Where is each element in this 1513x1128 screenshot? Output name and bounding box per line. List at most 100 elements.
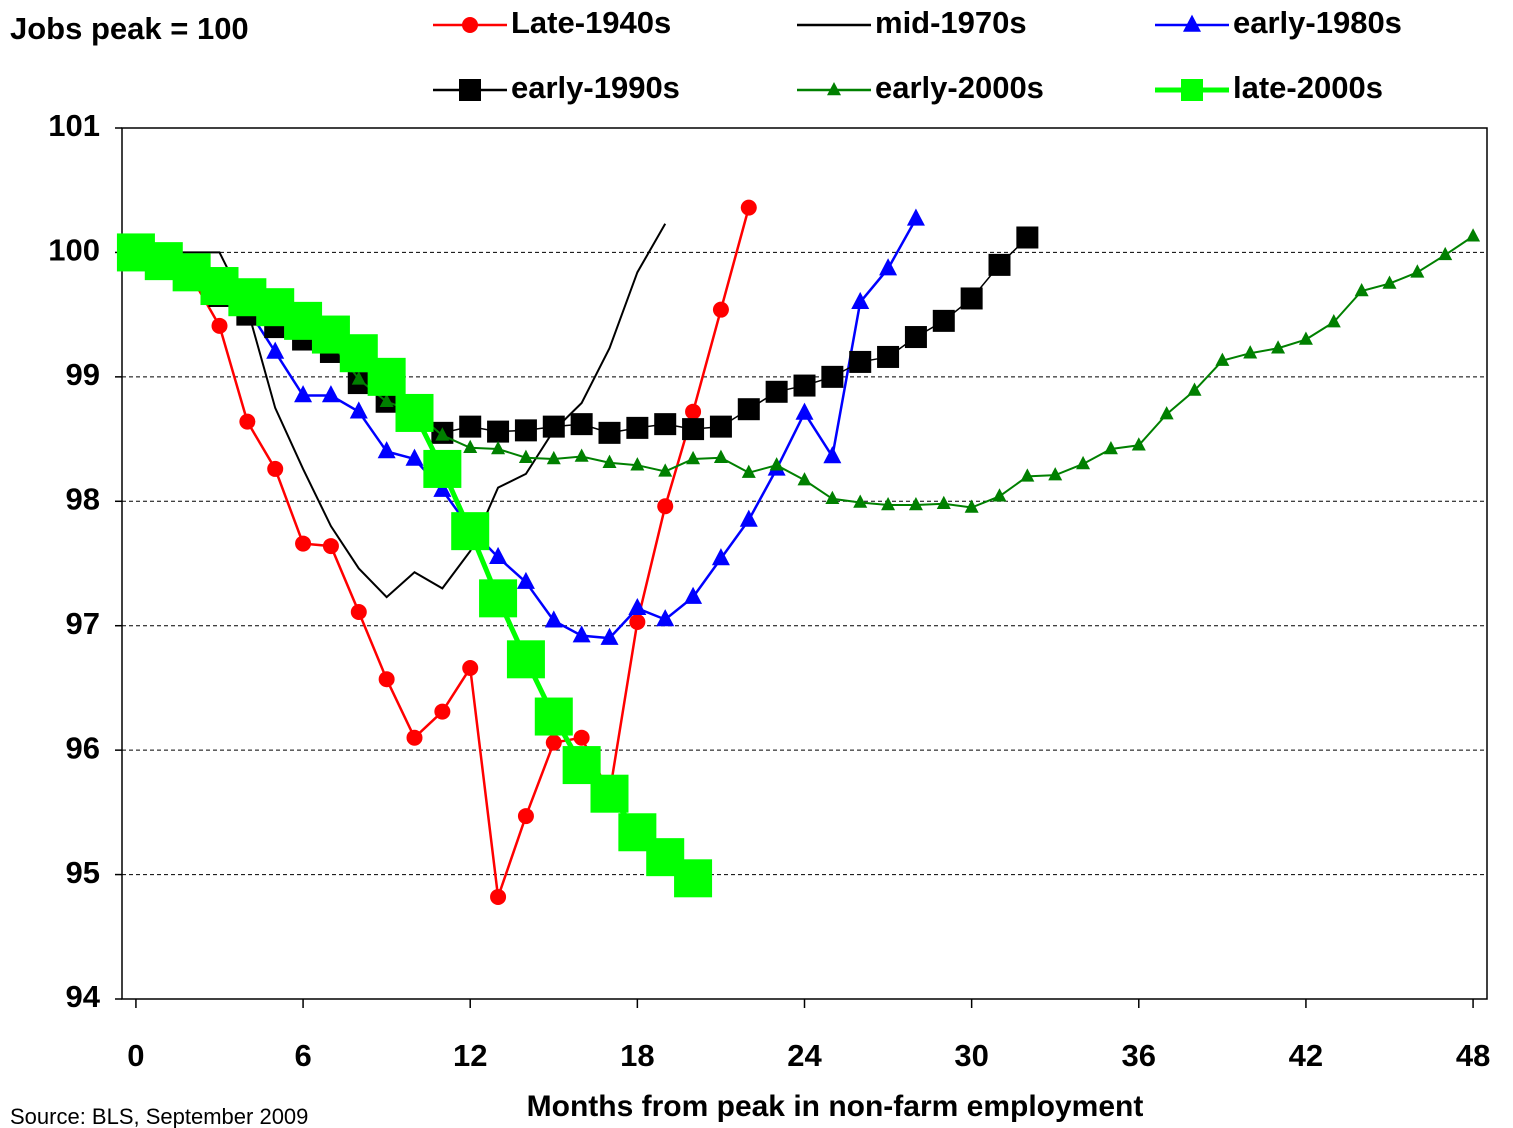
point	[988, 253, 1011, 276]
point	[712, 301, 729, 318]
point	[739, 509, 758, 527]
x-tick-label: 36	[1122, 1038, 1156, 1073]
point	[960, 287, 983, 310]
point	[1354, 282, 1369, 297]
point	[1020, 468, 1035, 482]
point	[629, 613, 646, 630]
point	[487, 420, 510, 443]
point	[849, 350, 872, 373]
point	[881, 496, 896, 511]
point	[378, 671, 395, 688]
x-tick-label: 48	[1456, 1038, 1490, 1073]
point	[295, 535, 312, 552]
point	[1215, 352, 1230, 366]
legend-label: mid-1970s	[875, 5, 1027, 40]
point	[656, 609, 675, 627]
x-tick-label: 0	[127, 1038, 144, 1073]
point	[686, 450, 701, 465]
point	[514, 419, 537, 442]
point	[936, 495, 951, 510]
point	[1131, 437, 1146, 451]
point	[709, 415, 732, 438]
point	[266, 341, 285, 359]
point	[570, 413, 593, 436]
point	[628, 597, 647, 616]
legend-label: early-1980s	[1233, 5, 1402, 40]
point	[906, 208, 925, 226]
point	[321, 385, 340, 403]
point	[600, 627, 619, 645]
point	[1382, 275, 1397, 289]
point	[602, 454, 617, 468]
x-axis-title: Months from peak in non-farm employment	[527, 1090, 1144, 1123]
point	[1298, 331, 1313, 345]
series	[124, 226, 1039, 444]
point	[1271, 340, 1286, 354]
source-note: Source: BLS, September 2009	[10, 1104, 308, 1128]
y-tick-label: 96	[66, 730, 100, 765]
point	[793, 374, 816, 397]
point	[797, 472, 812, 486]
y-tick-label: 94	[66, 979, 101, 1014]
point	[350, 604, 367, 621]
point	[459, 415, 482, 438]
point	[518, 449, 533, 463]
point	[630, 457, 645, 471]
x-tick-label: 12	[453, 1038, 487, 1073]
series	[128, 228, 1481, 513]
legend-label: early-1990s	[511, 70, 680, 105]
point	[765, 380, 788, 403]
point	[517, 808, 534, 825]
y-tick-label: 95	[66, 855, 100, 890]
point	[741, 464, 756, 478]
point	[406, 729, 423, 746]
point	[1159, 406, 1174, 420]
point	[379, 393, 394, 407]
point	[877, 345, 900, 368]
y-axis-title: Jobs peak = 100	[10, 11, 249, 46]
x-tick-label: 24	[787, 1038, 822, 1073]
legend-marker	[462, 17, 478, 33]
point	[904, 326, 927, 349]
point	[462, 660, 479, 677]
legend-label: early-2000s	[875, 70, 1044, 105]
point	[435, 427, 450, 441]
point	[490, 888, 507, 905]
point	[932, 309, 955, 332]
point	[294, 385, 313, 403]
point	[351, 371, 366, 385]
point	[740, 199, 757, 216]
point	[544, 610, 563, 628]
x-tick-label: 6	[294, 1038, 311, 1073]
series-line	[135, 223, 667, 599]
point	[239, 413, 256, 430]
point	[590, 774, 629, 813]
legend-label: late-2000s	[1233, 70, 1383, 105]
point	[322, 538, 339, 555]
series	[135, 223, 667, 599]
point	[491, 440, 506, 455]
point	[349, 401, 368, 419]
point	[1076, 455, 1091, 470]
point	[434, 703, 451, 720]
point	[506, 640, 545, 679]
point	[377, 441, 396, 459]
y-tick-label: 100	[48, 233, 100, 268]
point	[1048, 467, 1063, 481]
point	[1016, 226, 1039, 249]
point	[1243, 345, 1258, 359]
point	[433, 479, 452, 497]
point	[1103, 440, 1118, 455]
x-tick-label: 30	[954, 1038, 988, 1073]
point	[821, 365, 844, 388]
point	[542, 415, 565, 438]
point	[626, 416, 649, 439]
point	[405, 448, 424, 466]
point	[1410, 264, 1425, 278]
y-tick-label: 101	[48, 108, 100, 143]
point	[451, 512, 490, 551]
point	[479, 579, 518, 618]
legend-marker	[1183, 14, 1201, 32]
point	[211, 317, 228, 334]
point	[769, 457, 784, 471]
